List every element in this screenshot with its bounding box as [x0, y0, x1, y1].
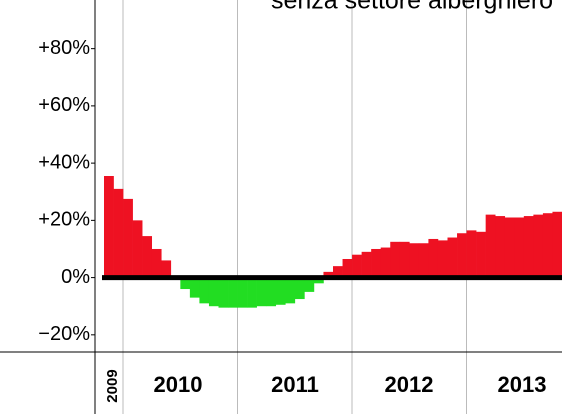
bar	[437, 240, 448, 278]
year-label: 2010	[154, 372, 203, 397]
y-tick-label: +20%	[38, 209, 90, 231]
bar	[323, 271, 334, 278]
bar	[123, 198, 133, 278]
bar	[142, 236, 153, 278]
bar	[447, 237, 458, 278]
bar	[247, 277, 257, 308]
bar	[495, 216, 506, 278]
year-label: 2013	[498, 372, 547, 397]
bar	[151, 248, 162, 278]
bar	[380, 247, 391, 278]
bar	[228, 277, 238, 308]
bar	[266, 277, 277, 307]
y-tick-label: −20%	[38, 323, 90, 345]
bar	[466, 230, 477, 278]
bar	[409, 243, 420, 278]
year-label: 2012	[385, 372, 434, 397]
year-grid	[122, 0, 467, 414]
y-tick-label: +40%	[38, 151, 90, 173]
bar	[218, 277, 229, 308]
bar	[542, 213, 553, 278]
bar	[514, 217, 525, 278]
bar	[342, 258, 353, 278]
bar	[180, 277, 191, 290]
year-label: 2011	[271, 372, 319, 397]
year-label: 2009	[104, 369, 121, 402]
bar	[199, 277, 210, 304]
bar	[161, 260, 172, 278]
chart-title: senza settore alberghiero	[271, 0, 553, 15]
bar	[361, 251, 372, 278]
bar	[457, 233, 467, 278]
bar	[189, 277, 200, 298]
bar	[104, 176, 114, 278]
bar	[552, 211, 562, 278]
bar	[352, 254, 362, 278]
bar	[256, 277, 267, 307]
y-tick-label: +80%	[38, 37, 90, 59]
bar	[476, 231, 486, 278]
bar	[285, 277, 296, 304]
bar	[333, 266, 343, 278]
bar	[371, 248, 382, 278]
bar	[294, 277, 305, 300]
bar	[313, 277, 324, 284]
y-tick-label: 0%	[61, 266, 90, 288]
bar	[418, 243, 429, 278]
bar	[533, 214, 544, 278]
bar	[208, 277, 219, 307]
bar	[485, 214, 496, 278]
bar	[113, 188, 124, 278]
bar	[275, 277, 286, 305]
bar	[399, 241, 410, 278]
bar	[504, 217, 515, 278]
bar	[132, 220, 143, 278]
y-tick-label: +60%	[38, 94, 90, 116]
bar	[304, 277, 315, 292]
bar	[428, 238, 439, 278]
bar	[390, 241, 401, 278]
bar	[237, 277, 248, 308]
bar	[523, 216, 534, 278]
